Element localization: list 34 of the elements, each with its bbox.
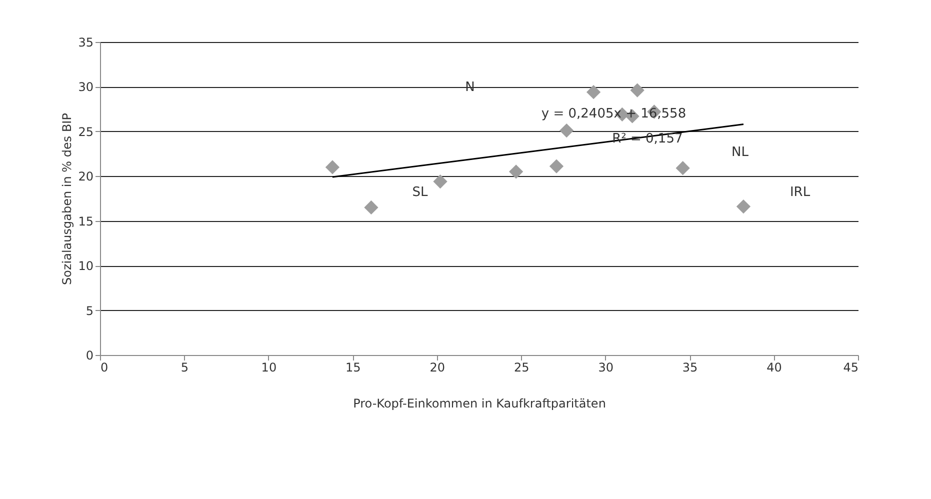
x-axis-title: Pro-Kopf-Einkommen in Kaufkraftparitäten (353, 396, 606, 410)
x-tick-label: 15 (346, 360, 361, 374)
point (560, 123, 574, 138)
y-tick-label: 10 (78, 259, 94, 274)
y-tick-label: 15 (78, 214, 94, 228)
x-tick-label: 35 (682, 360, 698, 374)
y-tick-label: 35 (78, 36, 94, 50)
y-tick-label: 5 (86, 304, 94, 318)
point (433, 174, 448, 189)
x-tick-label: 5 (180, 360, 189, 374)
y-tick-label: 20 (78, 170, 94, 184)
x-tick-label: 45 (843, 360, 858, 374)
point (736, 199, 751, 214)
x-tick-label: 10 (261, 360, 277, 374)
y-tick-label: 25 (78, 124, 94, 139)
point (549, 159, 564, 174)
point (630, 83, 644, 98)
x-tick-label: 30 (598, 360, 614, 374)
x-tick-label: 20 (430, 360, 446, 374)
point (364, 200, 378, 215)
y-tick-label: 0 (86, 348, 94, 362)
annotation: y = 0,2405x + 16,558 (541, 106, 686, 122)
x-tick-label: 25 (514, 360, 530, 374)
y-axis-title: Sozialausgaben in % des BIP (60, 113, 74, 285)
annotation: SL (412, 185, 428, 200)
annotation: IRL (790, 185, 811, 200)
y-tick-label: 30 (78, 80, 94, 94)
point (325, 160, 340, 174)
annotation: NL (732, 145, 750, 160)
point (586, 85, 601, 100)
point (508, 164, 524, 179)
point (676, 161, 690, 176)
x-tick-label: 0 (100, 360, 108, 374)
x-tick-label: 40 (766, 360, 782, 374)
